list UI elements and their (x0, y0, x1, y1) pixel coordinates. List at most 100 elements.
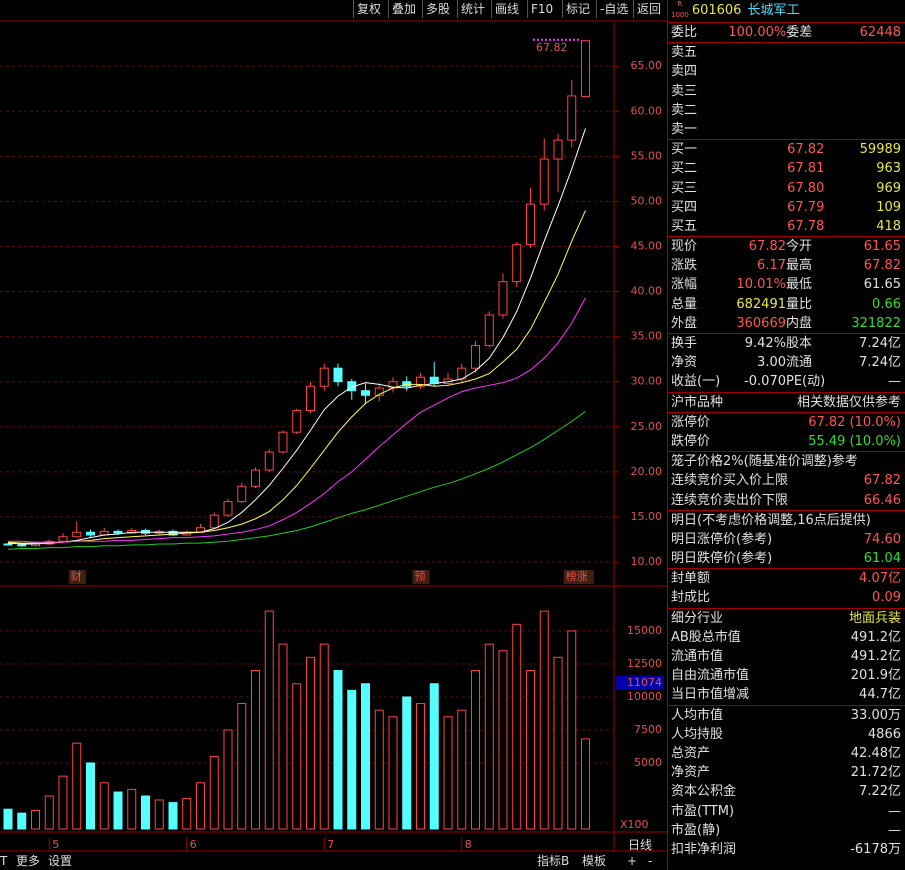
footer-button[interactable]: T (0, 854, 8, 868)
panel-cell: 今开 (786, 239, 813, 255)
candle-body (416, 376, 425, 387)
volume-bar (347, 689, 357, 830)
panel-row: 卖一 (668, 120, 905, 139)
toolbar-button[interactable]: 叠加 (388, 0, 419, 18)
volume-bar (31, 810, 40, 830)
y-tick-label: 50.00 (631, 194, 663, 207)
panel-cell: 4866 (867, 726, 901, 742)
panel-row: 总资产 42.48亿 (668, 744, 905, 763)
panel-cell: 7.22亿 (859, 784, 901, 800)
panel-row: 市盈(TTM) — (668, 802, 905, 821)
y-tick-label: 60.00 (631, 104, 663, 117)
footer-button[interactable]: 更多 (16, 854, 41, 868)
panel-cell: 0.66 (872, 296, 901, 312)
panel-section: 人均市值 33.00万 人均持股 4866 总资产 42.48亿 净资产 21.72亿 资本公积… (668, 706, 905, 860)
panel-cell: 969 (876, 180, 902, 196)
panel-row: 扣非净利润 -6178万 (668, 840, 905, 859)
panel-cell: 外盘 (671, 315, 698, 331)
y-tick-label: 20.00 (631, 465, 663, 478)
panel-cell: 109 (876, 199, 902, 215)
footer-button[interactable]: 日线 (628, 838, 653, 852)
panel-cell: 细分行业 (671, 610, 724, 626)
volume-bar (127, 788, 137, 830)
event-tag (563, 570, 594, 584)
panel-row: 净资产 21.72亿 (668, 763, 905, 782)
badge: R 1000 (671, 0, 689, 22)
toolbar-button[interactable]: -自选 (596, 0, 631, 18)
panel-row: 自由流通市值 201.9亿 (668, 666, 905, 685)
panel-cell: 封成比 (671, 590, 711, 606)
panel-row: 买二 67.81 963 (668, 159, 905, 178)
toolbar-button[interactable]: 复权 (353, 0, 384, 18)
footer-button[interactable]: 设置 (48, 854, 73, 868)
panel-cell: 55.49 (10.0%) (808, 433, 901, 449)
volume-unit: X100 (620, 818, 649, 831)
volume-bar (223, 729, 233, 830)
panel-row: 市盈(静) — (668, 821, 905, 840)
panel-section: 细分行业 地面兵装 AB股总市值 491.2亿 流通市值 491.2亿 自由流通市值 201.… (668, 609, 905, 706)
panel-cell: 59989 (859, 142, 902, 158)
toolbar-button[interactable]: 返回 (633, 0, 664, 18)
candle-body (86, 531, 95, 536)
footer-button[interactable]: 模板 (582, 854, 607, 868)
panel-cell: 换手 (671, 336, 698, 351)
volume-bar (443, 716, 453, 830)
panel-cell: 卖三 (671, 83, 698, 99)
volume-bar (402, 696, 412, 830)
y-tick-label: 15000 (627, 624, 662, 637)
panel-row: 换手 9.42% 股本 7.24亿 (668, 334, 905, 353)
panel-cell: 沪市品种 (671, 394, 724, 410)
month-label: 5 (52, 838, 59, 851)
event-label: 榜涨 (566, 569, 588, 583)
candle-body (292, 410, 302, 433)
panel-cell: 人均市值 (671, 707, 724, 723)
y-tick-label: 25.00 (631, 420, 663, 433)
volume-bar (333, 670, 343, 830)
candle-body (361, 390, 370, 396)
panel-cell: 62448 (859, 25, 902, 40)
panel-section: 买一 67.82 59989 买二 67.81 963 买三 67.80 969 买四 67.79 1… (668, 140, 905, 238)
volume-ma-tag (616, 675, 664, 690)
panel-cell: 扣非净利润 (671, 841, 737, 857)
candle-body (251, 469, 260, 487)
volume-ma-label: 11074 (627, 676, 662, 689)
toolbar-button[interactable]: 多股 (422, 0, 453, 18)
volume-bar (168, 802, 178, 830)
candle-body (319, 367, 329, 387)
panel-section: 封单额 4.07亿 封成比 0.09 (668, 569, 905, 609)
panel-cell: 卖二 (671, 102, 698, 118)
panel-cell: 委差 (786, 25, 813, 40)
candle-body (539, 158, 549, 205)
panel-cell: 42.48亿 (850, 745, 901, 761)
y-tick-label: 45.00 (631, 239, 663, 252)
toolbar-button[interactable]: 画线 (491, 0, 522, 18)
event-label: 财 (71, 569, 82, 583)
footer-button[interactable]: 指标B (537, 854, 570, 868)
panel-section: R 1000 601606 长城军工 (668, 0, 905, 23)
y-tick-label: 40.00 (631, 285, 663, 298)
candle-body (429, 376, 439, 385)
panel-cell: 61.04 (863, 551, 901, 567)
candle-body (526, 203, 535, 246)
panel-cell: 682491 (736, 296, 786, 312)
volume-bar (3, 808, 13, 830)
panel-cell: 61.65 (863, 277, 901, 293)
volume-bar (416, 703, 425, 830)
toolbar-button[interactable]: 标记 (562, 0, 593, 18)
panel-cell: 4.07亿 (859, 571, 901, 587)
volume-bar (278, 643, 288, 830)
annotation: 67.82 (536, 41, 568, 54)
candle-body (498, 281, 508, 316)
footer-button[interactable]: + (627, 854, 638, 868)
volume-bar (209, 755, 219, 830)
panel-cell: 67.82 (748, 239, 786, 255)
toolbar-button[interactable]: 统计 (457, 0, 488, 18)
footer-button[interactable]: - (648, 854, 653, 868)
panel-cell: 委比 (671, 25, 698, 40)
panel-row: 连续竞价买入价上限 67.82 (668, 471, 905, 490)
y-tick-label: 10.00 (631, 555, 663, 568)
toolbar-button[interactable]: F10 (527, 0, 556, 18)
badge-top: R (677, 0, 683, 8)
